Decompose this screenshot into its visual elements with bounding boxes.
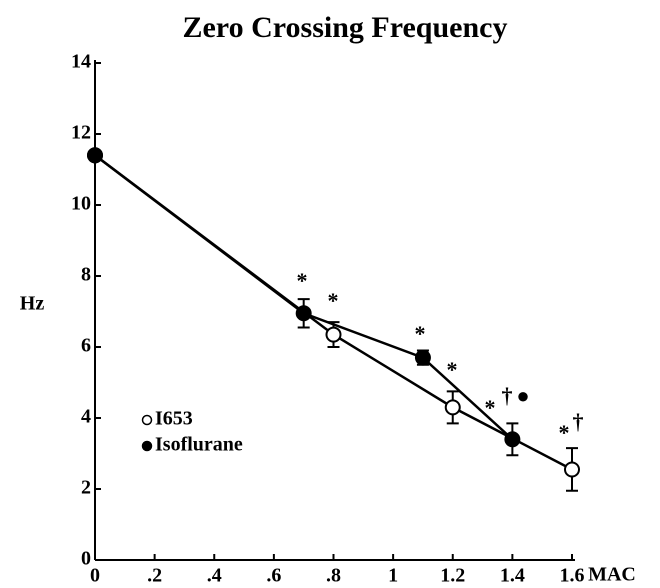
data-point xyxy=(295,305,312,322)
legend-marker xyxy=(141,414,153,426)
annotation: † xyxy=(502,383,513,408)
x-tick-label: 1.6 xyxy=(560,565,585,587)
data-point xyxy=(325,326,342,343)
x-tick-label: 1 xyxy=(388,565,398,587)
data-point xyxy=(504,431,521,448)
data-point xyxy=(414,349,431,366)
annotation: * xyxy=(297,268,308,293)
chart-title: Zero Crossing Frequency xyxy=(182,11,507,44)
y-tick-label: 12 xyxy=(71,122,91,144)
annotation: * xyxy=(328,288,339,313)
y-tick-label: 0 xyxy=(81,548,91,570)
y-axis-label: Hz xyxy=(20,293,45,315)
annotation: † xyxy=(573,409,584,434)
y-tick-label: 10 xyxy=(71,193,91,215)
annotation: ● xyxy=(516,383,529,408)
data-point xyxy=(87,147,103,164)
x-tick-label: 1.2 xyxy=(440,565,465,587)
data-point xyxy=(444,399,461,416)
x-tick-label: 1.4 xyxy=(500,565,525,587)
x-tick-label: .4 xyxy=(207,565,222,587)
legend-label: Isoflurane xyxy=(155,434,243,456)
y-tick-label: 14 xyxy=(71,51,91,73)
y-tick-label: 6 xyxy=(81,335,91,357)
annotation: * xyxy=(559,420,570,445)
x-tick-label: .2 xyxy=(147,565,162,587)
annotation: * xyxy=(447,357,458,382)
legend-marker xyxy=(141,440,153,452)
x-tick-label: .6 xyxy=(266,565,281,587)
series-line xyxy=(94,154,514,441)
x-tick-label: 0 xyxy=(90,565,100,587)
x-tick-label: .8 xyxy=(326,565,341,587)
legend-label: I653 xyxy=(155,408,193,430)
y-tick-label: 8 xyxy=(81,264,91,286)
data-point xyxy=(564,461,580,478)
y-tick-label: 2 xyxy=(81,477,91,499)
x-axis-label: MAC xyxy=(588,564,636,586)
y-tick-label: 4 xyxy=(81,406,91,428)
annotation: * xyxy=(485,395,496,420)
annotation: * xyxy=(415,321,426,346)
